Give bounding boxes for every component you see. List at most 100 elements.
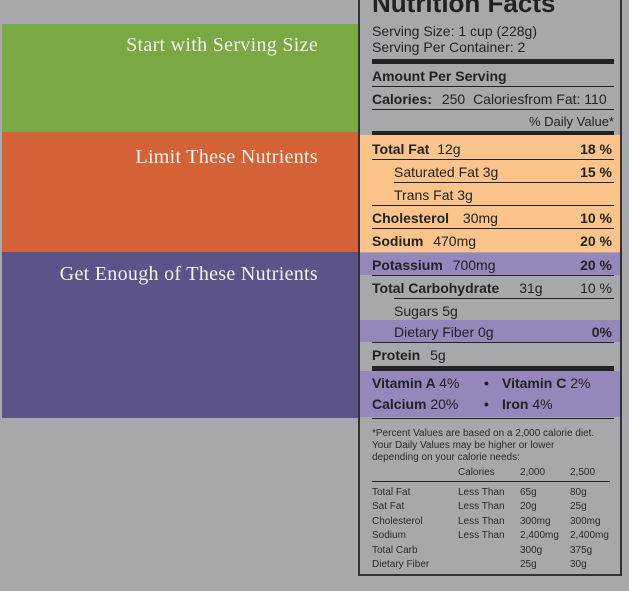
table-header-calories: Calories (458, 467, 495, 478)
total-fat-row: Total Fat 12g 18 % (372, 141, 620, 157)
fiber-highlight (360, 320, 620, 342)
cholesterol-amount: 30mg (462, 210, 498, 226)
sodium-pct: 20 % (580, 233, 612, 249)
table-cell: 300mg (520, 515, 551, 527)
footnote-line-2: Your Daily Values may be higher or lower (372, 440, 555, 451)
nutrition-facts-label: Nutrition Facts Serving Size: 1 cup (228… (358, 0, 622, 576)
rule (372, 481, 610, 482)
vitamin-a-amount: 4% (439, 375, 460, 391)
saturated-fat-row: Saturated Fat 3g 15 % (394, 164, 620, 180)
rule (372, 275, 614, 276)
potassium-amount: 700mg (452, 257, 496, 273)
footnote-line-3: depending on your calorie needs: (372, 452, 520, 463)
calories-value: 250 (441, 91, 466, 107)
daily-value-header: % Daily Value* (528, 114, 614, 129)
potassium-row: Potassium 700mg 20 % (372, 257, 620, 273)
vitamin-c-amount: 2% (570, 375, 591, 391)
cholesterol-row: Cholesterol 30mg 10 % (372, 210, 620, 226)
iron-amount: 4% (532, 396, 553, 412)
table-cell: 25g (570, 501, 587, 513)
total-carb-amount: 31g (519, 280, 543, 296)
table-cell: 25g (520, 559, 537, 570)
rule (372, 86, 614, 87)
trans-fat-row: Trans Fat 3g (394, 187, 620, 203)
protein-name: Protein (372, 347, 421, 363)
get-enough-nutrients-band: Get Enough of These Nutrients (2, 252, 360, 418)
table-cell: Sat Fat (372, 501, 405, 513)
calcium-amount: 20% (430, 396, 459, 412)
total-fat-pct: 18 % (580, 141, 612, 157)
trans-fat-name: Trans Fat 3g (394, 187, 473, 203)
servings-per-container: Serving Per Container: 2 (372, 39, 526, 55)
limit-nutrients-band: Limit These Nutrients (2, 132, 360, 252)
cholesterol-name: Cholesterol (372, 210, 450, 226)
table-cell: 20g (520, 501, 537, 513)
calcium-name: Calcium (372, 396, 427, 412)
protein-amount: 5g (430, 347, 446, 363)
rule (372, 159, 614, 160)
fiber-pct: 0% (591, 324, 612, 340)
table-cell: Total Carb (372, 544, 418, 556)
table-cell: 2,400mg (520, 530, 559, 542)
thick-rule (372, 131, 614, 135)
limit-nutrients-highlight (360, 135, 620, 252)
rule (372, 205, 614, 206)
table-cell: 300g (520, 544, 543, 556)
total-carb-name: Total Carbohydrate (372, 280, 500, 296)
table-cell: 30g (570, 559, 587, 570)
serving-size: Serving Size: 1 cup (228g) (372, 23, 537, 39)
vitamin-row-2: Calcium 20% • Iron 4% (372, 396, 620, 412)
vitamin-row-1: Vitamin A 4% • Vitamin C 2% (372, 375, 620, 391)
table-cell: 80g (570, 487, 587, 498)
sugars-row: Sugars 5g (394, 303, 620, 319)
amount-per-serving: Amount Per Serving (372, 68, 507, 84)
sodium-amount: 470mg (433, 233, 477, 249)
saturated-fat-pct: 15 % (580, 164, 612, 180)
table-cell: Dietary Fiber (372, 559, 430, 570)
sodium-name: Sodium (372, 233, 424, 249)
fiber-row: Dietary Fiber 0g 0% (394, 324, 620, 340)
vitamin-c: Vitamin C 2% (502, 375, 590, 391)
vitamin-a-name: Vitamin A (372, 375, 436, 391)
total-carb-pct: 10 % (580, 280, 612, 296)
saturated-fat-name: Saturated Fat 3g (394, 164, 499, 180)
serving-size-band-label: Start with Serving Size (126, 34, 318, 56)
rule (372, 228, 614, 229)
limit-nutrients-band-label: Limit These Nutrients (135, 146, 318, 168)
table-header-2000: 2,000 (520, 467, 546, 478)
table-cell: Cholesterol (372, 515, 423, 527)
potassium-pct: 20 % (580, 257, 612, 273)
rule (372, 109, 614, 110)
footnote-line-1: *Percent Values are based on a 2,000 cal… (372, 428, 595, 439)
iron: Iron 4% (502, 396, 553, 412)
total-carb-row: Total Carbohydrate 31g 10 % (372, 280, 620, 296)
table-cell: 2,400mg (570, 530, 609, 542)
potassium-name: Potassium (372, 257, 443, 273)
table-cell: 375g (570, 544, 593, 556)
fiber-name: Dietary Fiber 0g (394, 324, 494, 340)
thick-rule (372, 59, 614, 64)
calories-from-fat: Caloriesfrom Fat: 110 (473, 91, 607, 107)
total-fat-amount: 12g (437, 141, 461, 157)
protein-row: Protein 5g (372, 347, 620, 363)
potassium-highlight (360, 253, 620, 275)
bullet: • (484, 396, 489, 412)
vitamin-c-name: Vitamin C (502, 375, 567, 391)
table-cell: Total Fat (372, 487, 411, 498)
rule (372, 342, 614, 343)
table-cell: Less Than (458, 487, 505, 498)
table-cell: Less Than (458, 530, 505, 542)
total-fat-name: Total Fat (372, 141, 430, 157)
label-title: Nutrition Facts (372, 0, 556, 18)
iron-name: Iron (502, 396, 529, 412)
rule (372, 418, 614, 419)
table-cell: Sodium (372, 530, 406, 542)
table-cell: Less Than (458, 515, 505, 527)
sugars-name: Sugars 5g (394, 303, 458, 319)
cholesterol-pct: 10 % (580, 210, 612, 226)
vitamins-highlight (360, 371, 620, 417)
sodium-row: Sodium 470mg 20 % (372, 233, 620, 249)
table-cell: 65g (520, 487, 537, 498)
rule (394, 298, 614, 299)
thick-rule (372, 366, 614, 371)
